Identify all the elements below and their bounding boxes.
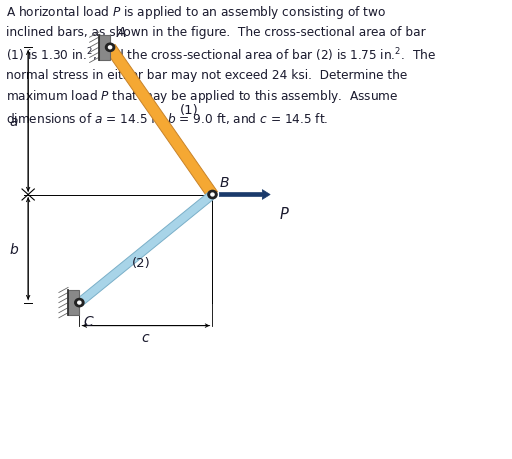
Text: $C$: $C$ — [83, 314, 95, 328]
Bar — [99, 35, 110, 61]
Text: $a$: $a$ — [9, 115, 18, 129]
Circle shape — [75, 299, 84, 307]
Circle shape — [78, 302, 81, 304]
Text: $c$: $c$ — [141, 330, 151, 344]
Text: $A$: $A$ — [116, 26, 127, 40]
Bar — [68, 291, 79, 316]
Polygon shape — [105, 45, 218, 198]
Polygon shape — [76, 192, 216, 306]
Text: $P$: $P$ — [279, 205, 290, 221]
Text: A horizontal load $P$ is applied to an assembly consisting of two
inclined bars,: A horizontal load $P$ is applied to an a… — [6, 4, 436, 126]
Circle shape — [105, 44, 115, 52]
Circle shape — [208, 191, 217, 199]
Text: $B$: $B$ — [219, 176, 229, 190]
Text: $b$: $b$ — [9, 241, 19, 257]
Text: (1): (1) — [180, 104, 199, 117]
Circle shape — [109, 47, 112, 50]
Text: (2): (2) — [132, 256, 150, 269]
Circle shape — [211, 194, 214, 196]
